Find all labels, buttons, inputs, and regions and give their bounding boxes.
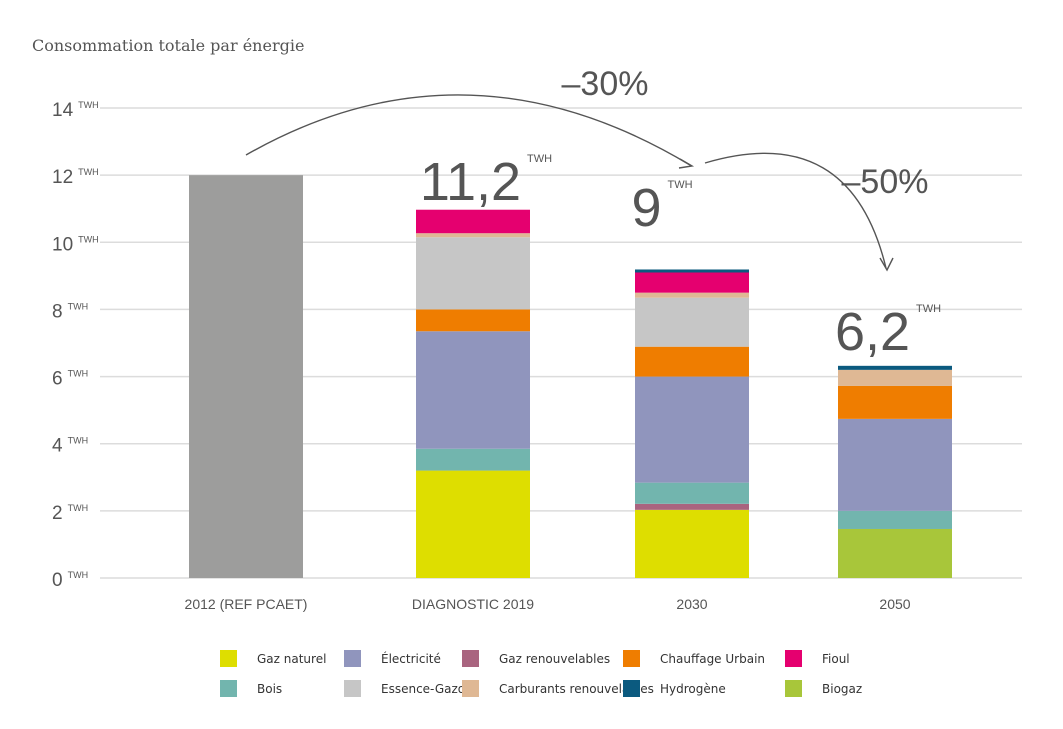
legend-swatch	[220, 680, 237, 697]
bar-segment-chauffage-urbain	[635, 346, 749, 377]
bar-segment-hydrog-ne	[635, 269, 749, 273]
legend-item: Essence-Gazole	[344, 680, 476, 697]
bar-segment-bois	[416, 448, 530, 471]
legend-label: Chauffage Urbain	[660, 651, 766, 666]
legend-swatch	[785, 680, 802, 697]
legend-label: Gaz renouvelables	[499, 651, 611, 666]
legend-swatch	[462, 680, 479, 697]
y-tick-label: 4 TWH	[52, 436, 88, 457]
bar-segment-bois	[635, 482, 749, 504]
bar-segment-chauffage-urbain	[838, 385, 952, 419]
y-tick-label: 14 TWH	[52, 100, 99, 121]
y-tick-label: 0 TWH	[52, 570, 88, 591]
bar-segment-total-2012	[189, 175, 303, 578]
legend-label: Essence-Gazole	[381, 681, 476, 696]
bar-segment--lectricit-	[838, 418, 952, 511]
reduction-label: –50%	[842, 163, 929, 201]
bar-segment-chauffage-urbain	[416, 309, 530, 332]
bar-segment-essence-gazole	[635, 297, 749, 347]
x-tick-label: 2030	[676, 596, 707, 612]
bar-segment-gaz-renouvelables	[635, 503, 749, 510]
legend-label: Bois	[257, 681, 283, 696]
legend-item: Électricité	[344, 650, 441, 667]
total-value-label: 9 TWH	[631, 178, 692, 238]
legend-item: Biogaz	[785, 680, 862, 697]
y-tick-label: 10 TWH	[52, 234, 99, 255]
bar-segment-essence-gazole	[416, 237, 530, 310]
bar-segment--lectricit-	[416, 331, 530, 449]
bar-segment-carburants-renouvelables	[416, 233, 530, 238]
legend-swatch	[462, 650, 479, 667]
bars	[189, 175, 952, 578]
legend-label: Carburants renouvelables	[499, 681, 654, 696]
y-tick-label: 12 TWH	[52, 167, 99, 188]
legend-item: Chauffage Urbain	[623, 650, 765, 667]
bar-segment-fioul	[416, 209, 530, 234]
x-axis-labels: 2012 (REF PCAET) DIAGNOSTIC 2019 2030 2050	[185, 596, 911, 612]
legend-swatch	[220, 650, 237, 667]
total-labels: 11,2 TWH 9 TWH 6,2 TWH	[420, 152, 941, 362]
reduction-arrows: –30% –50%	[245, 65, 929, 272]
reduction-label: –30%	[562, 65, 649, 103]
legend-label: Électricité	[381, 651, 441, 666]
legend-label: Fioul	[822, 651, 850, 666]
bar-segment-carburants-renouvelables	[635, 292, 749, 298]
chart-title: Consommation totale par énergie	[32, 36, 305, 55]
legend-swatch	[344, 650, 361, 667]
legend-item: Gaz renouvelables	[462, 650, 610, 667]
legend-swatch	[623, 680, 640, 697]
legend-label: Gaz naturel	[257, 651, 327, 666]
x-tick-label: 2012 (REF PCAET)	[185, 596, 308, 612]
y-tick-label: 6 TWH	[52, 369, 88, 390]
bar-segment-gaz-naturel	[416, 470, 530, 578]
legend-swatch	[344, 680, 361, 697]
bar-segment-gaz-naturel	[635, 509, 749, 578]
bar-segment--lectricit-	[635, 376, 749, 483]
y-axis-ticks: 0 TWH 2 TWH 4 TWH 6 TWH 8 TWH 10 TWH 12 TWH 14 TWH	[52, 100, 99, 591]
bar-segment-hydrog-ne	[838, 365, 952, 370]
y-tick-label: 2 TWH	[52, 503, 88, 524]
legend-item: Hydrogène	[623, 680, 726, 697]
total-value-label: 6,2 TWH	[835, 302, 941, 362]
bar-segment-bois	[838, 510, 952, 529]
x-tick-label: DIAGNOSTIC 2019	[412, 596, 534, 612]
legend-label: Biogaz	[822, 681, 863, 696]
bar-segment-biogaz	[838, 528, 952, 578]
arrow-30-percent	[245, 94, 691, 166]
x-tick-label: 2050	[879, 596, 910, 612]
stacked-bar-chart: 0 TWH 2 TWH 4 TWH 6 TWH 8 TWH 10 TWH 12 TWH 14 TWH 2012…	[52, 65, 1022, 612]
bar-segment-carburants-renouvelables	[838, 369, 952, 386]
legend-item: Fioul	[785, 650, 850, 667]
legend-item: Bois	[220, 680, 282, 697]
arrowhead-icon	[678, 158, 695, 169]
legend-item: Gaz naturel	[220, 650, 326, 667]
legend-item: Carburants renouvelables	[462, 680, 654, 697]
legend-label: Hydrogène	[660, 681, 726, 696]
arrow-50-percent	[704, 152, 887, 269]
legend-swatch	[623, 650, 640, 667]
arrowhead-icon	[879, 257, 894, 272]
legend-swatch	[785, 650, 802, 667]
bar-segment-fioul	[635, 272, 749, 293]
y-tick-label: 8 TWH	[52, 301, 88, 322]
total-value-label: 11,2 TWH	[420, 152, 552, 212]
